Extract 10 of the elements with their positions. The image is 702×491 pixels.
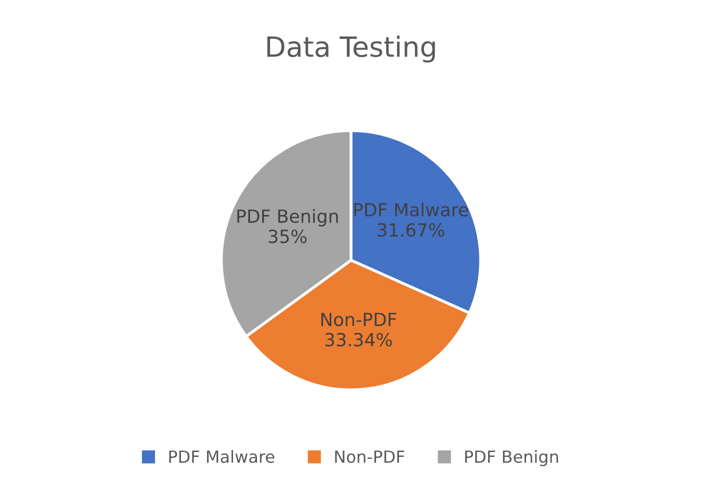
legend-label: Non-PDF [335, 450, 404, 463]
slice-label: Non-PDF [321, 312, 396, 326]
slice-label: PDF Malware [354, 202, 468, 217]
slice-label: PDF Benign [237, 209, 338, 226]
data-label: 31.67% [378, 223, 444, 237]
data-label: 35% [268, 230, 307, 244]
chart-title: Data Testing [267, 36, 435, 63]
legend-label: PDF Malware [169, 450, 274, 463]
data-label: 33.34% [325, 332, 392, 346]
legend-label: PDF Benign [465, 450, 558, 466]
